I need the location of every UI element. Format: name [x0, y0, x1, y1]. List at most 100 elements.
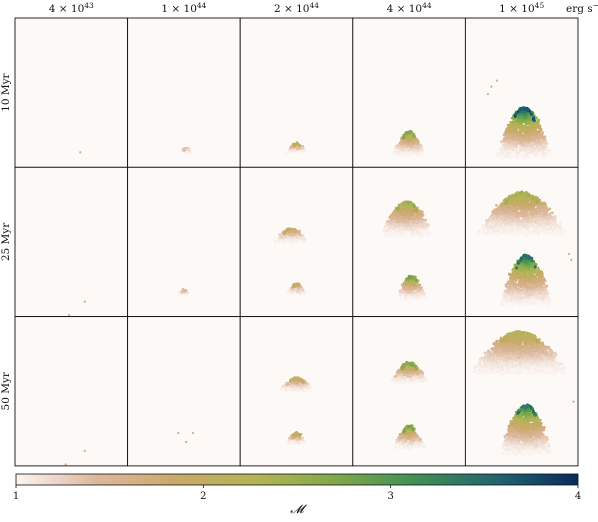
lobe-cell: [524, 141, 528, 145]
lobe-cell: [536, 120, 540, 124]
lobe-cell: [517, 222, 521, 226]
lobe-cell: [524, 115, 528, 120]
lobe-cell: [489, 225, 493, 229]
lobe-cell: [540, 221, 544, 225]
lobe-cell: [527, 116, 531, 120]
lobe-cell: [404, 147, 408, 151]
lobe-cell: [274, 240, 277, 243]
lobe-cell: [537, 140, 541, 143]
lobe-cell: [502, 207, 506, 211]
lobe-cell: [554, 221, 557, 224]
lobe-cell: [534, 149, 537, 152]
lobe-cell: [419, 220, 423, 224]
lobe-cell: [537, 211, 540, 214]
lobe-cell: [530, 150, 534, 153]
lobe-cell: [510, 128, 514, 132]
lobe-cell: [498, 225, 501, 228]
lobe-cell: [518, 149, 521, 153]
lobe-cell: [534, 218, 537, 221]
lobe-cell: [527, 144, 530, 147]
panel-r1-c3: [352, 166, 466, 318]
panel-background: [15, 18, 128, 168]
lobe-cell: [547, 213, 551, 217]
lobe-cell: [387, 223, 391, 227]
lobe-cell: [416, 290, 420, 293]
lobe-cell: [503, 213, 506, 216]
lobe-cell: [520, 155, 523, 158]
lobe-cell: [397, 144, 400, 147]
lobe-cell: [512, 203, 516, 207]
lobe-cell: [405, 144, 408, 147]
lobe-cell: [508, 149, 511, 152]
lobe-cap-cell: [406, 132, 409, 136]
lobe-cell: [400, 149, 404, 152]
lobe-cell: [405, 151, 408, 154]
lobe-cell: [541, 229, 545, 233]
lobe-cell: [538, 148, 541, 152]
lobe-cell: [520, 204, 523, 207]
lobe-cell: [515, 146, 518, 149]
lobe-cell: [542, 215, 545, 218]
lobe-cell: [404, 230, 408, 233]
lobe-cap-cell: [294, 230, 298, 233]
lobe-cell: [500, 146, 505, 150]
stray-cell: [490, 85, 493, 88]
lobe-cell: [528, 232, 532, 236]
lobe-cap-cell: [410, 130, 414, 134]
lobe-cell: [493, 223, 497, 226]
lobe-cell: [539, 230, 542, 233]
lobe-cell: [538, 152, 542, 156]
lobe-cell: [544, 215, 548, 219]
lobe-cell: [508, 141, 511, 144]
lobe-cell: [290, 239, 294, 243]
lobe-cell: [514, 123, 517, 126]
lobe-cell: [288, 234, 291, 237]
lobe: [181, 146, 193, 155]
lobe-cap-cell: [293, 144, 297, 147]
lobe-cell: [406, 295, 410, 299]
lobe-cell: [399, 212, 403, 216]
lobe-cell: [407, 138, 410, 141]
lobe-cell: [509, 231, 513, 235]
lobe-cap-cell: [412, 204, 415, 208]
lobe-cell: [416, 147, 419, 150]
lobe-cell: [399, 217, 402, 221]
lobe-cell: [523, 129, 526, 133]
lobe-cell: [415, 296, 419, 300]
lobe-cell: [528, 223, 532, 227]
lobe-cell: [301, 292, 304, 295]
lobe-cell: [517, 217, 521, 220]
lobe-cell: [532, 125, 535, 128]
lobe-cell: [502, 231, 505, 235]
panel-r0-c1: [127, 17, 241, 168]
lobe-cell: [498, 151, 503, 155]
lobe-cell: [402, 145, 406, 149]
lobe-cell: [415, 215, 419, 219]
lobe-cell: [481, 224, 484, 227]
lobe-cap-cell: [180, 290, 184, 294]
lobe-cell: [509, 151, 513, 155]
lobe-cell: [418, 233, 421, 237]
lobe-cell: [290, 236, 294, 240]
lobe-cell: [428, 232, 432, 236]
lobe-cell: [538, 217, 542, 221]
lobe-cell: [512, 199, 516, 203]
lobe-cell: [482, 233, 486, 236]
lobe-cell: [520, 126, 524, 129]
lobe-cell: [545, 233, 548, 236]
lobe-cell: [418, 151, 421, 154]
lobe-cell: [528, 215, 532, 219]
lobe-cell: [559, 224, 562, 227]
panel-r1-c0: [14, 166, 129, 318]
lobe-cell: [523, 119, 526, 122]
lobe-cell: [411, 148, 415, 152]
lobe-cell: [406, 225, 409, 228]
lobe-cell: [403, 293, 407, 297]
lobe-cell: [416, 221, 419, 225]
lobe-cell: [299, 233, 303, 237]
lobe-cell: [488, 222, 492, 226]
lobe-cell: [295, 150, 299, 154]
lobe-cell: [532, 206, 535, 209]
lobe-cell: [505, 153, 509, 157]
lobe-cell: [402, 215, 406, 219]
